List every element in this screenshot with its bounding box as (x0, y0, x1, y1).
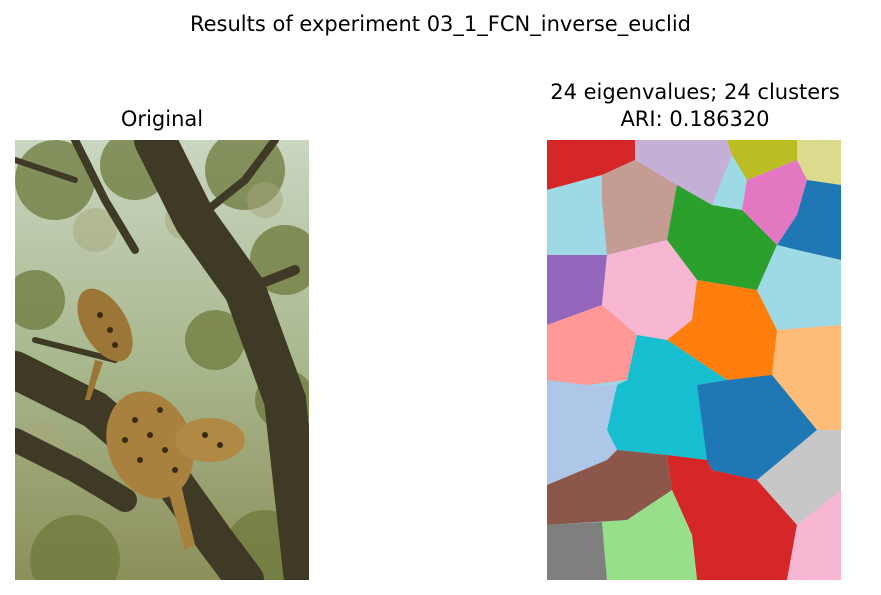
segment-region (602, 240, 697, 340)
original-image (15, 140, 309, 580)
segmentation-image (547, 140, 841, 580)
original-panel-title: Original (120, 107, 204, 131)
segment-region (772, 325, 841, 430)
segmentation-panel-title: 24 eigenvalues; 24 clusters (550, 80, 840, 104)
segment-region (757, 430, 841, 525)
segment-region (797, 140, 841, 185)
segment-region (547, 522, 607, 580)
segment-region (697, 375, 817, 480)
segment-region (777, 180, 841, 260)
segment-region (787, 490, 841, 580)
segment-region (547, 305, 637, 385)
segmentation-ari-label: ARI: 0.186320 (620, 107, 770, 131)
segment-region (667, 455, 797, 580)
segment-region (727, 140, 797, 180)
figure-suptitle: Results of experiment 03_1_FCN_inverse_e… (189, 12, 691, 36)
segment-region (547, 175, 607, 255)
segment-region (742, 160, 807, 245)
segment-region (547, 380, 617, 485)
segment-region (667, 280, 777, 380)
segment-region (602, 160, 677, 255)
segment-region (547, 140, 635, 190)
segment-region (667, 185, 777, 290)
segment-region (602, 490, 697, 580)
segment-region (547, 450, 672, 525)
segment-region (635, 140, 732, 205)
segment-region (757, 245, 841, 330)
segment-region (607, 335, 727, 460)
segment-region (547, 255, 607, 325)
